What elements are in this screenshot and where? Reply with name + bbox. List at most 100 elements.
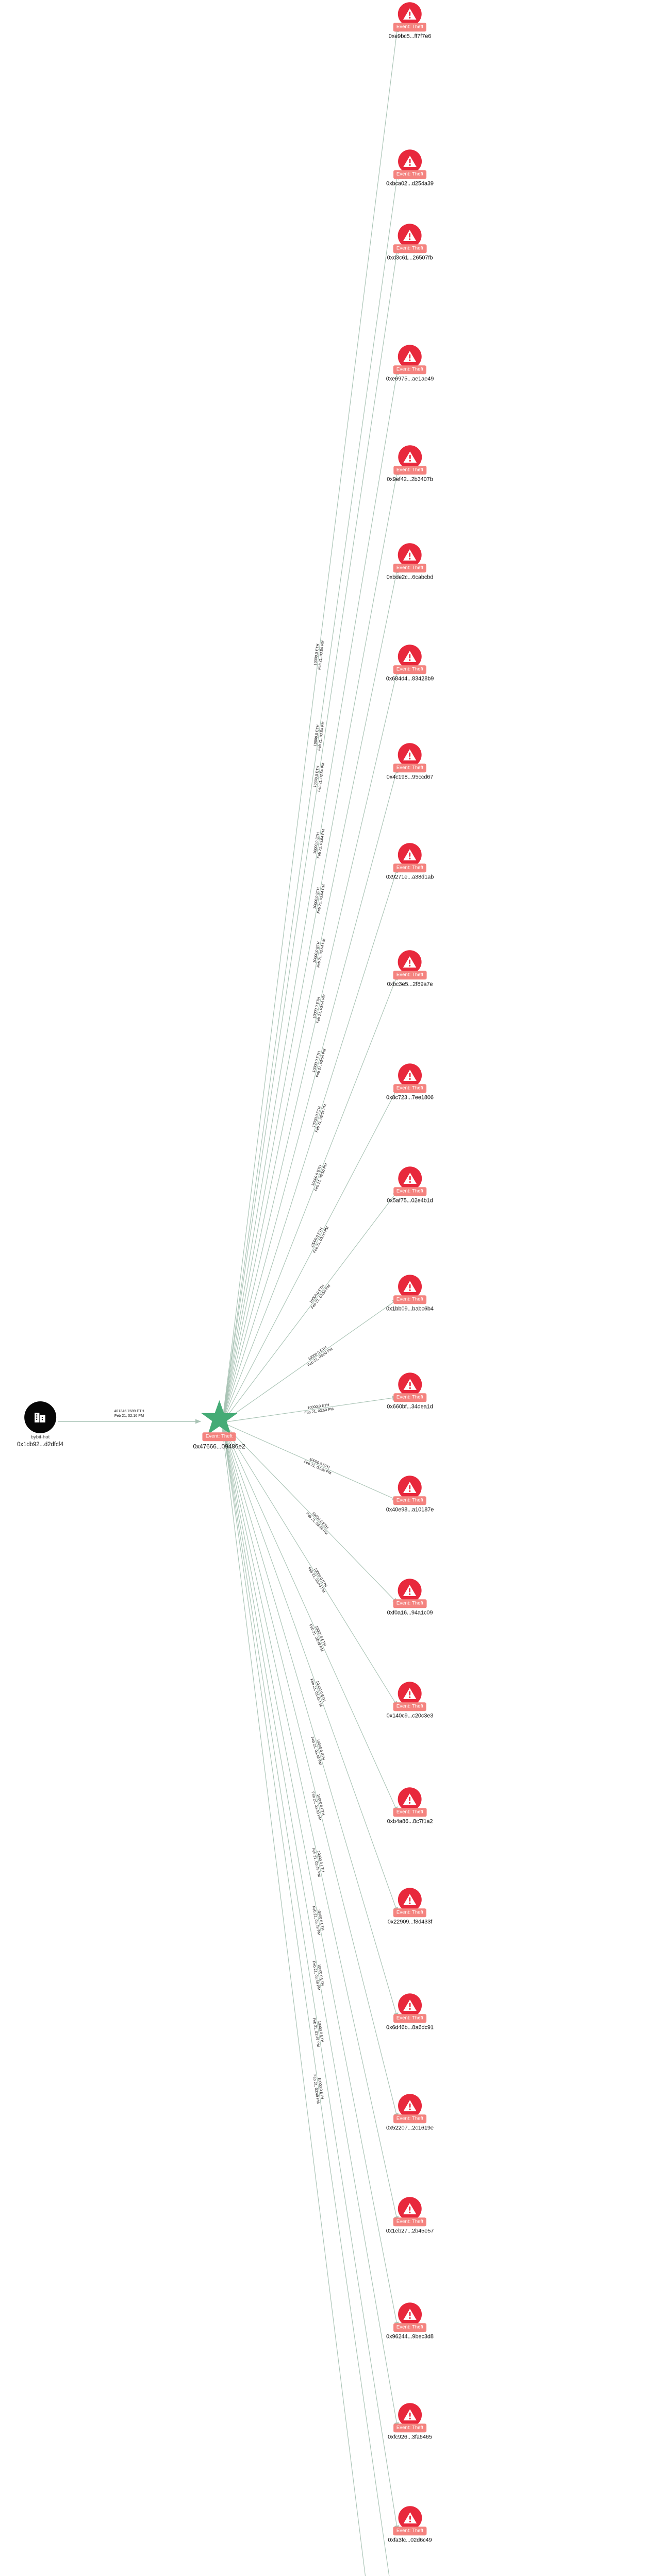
node-badge: Event: Theft: [393, 170, 427, 179]
building-icon: [34, 1413, 45, 1422]
edge: [222, 1428, 366, 2576]
destination-node-22[interactable]: Event: Theft 0x96244...9bec3d8: [386, 2302, 434, 2340]
edge-amount: 10000.0 ETH: [317, 1963, 325, 1986]
destination-node-8[interactable]: Event: Theft 0x9271e...a38d1ab: [386, 843, 434, 880]
destination-node-12[interactable]: Event: Theft 0x1bb09...babc6b4: [386, 1275, 434, 1312]
node-badge: Event: Theft: [393, 1808, 427, 1817]
destination-node-14[interactable]: Event: Theft 0x40e98...a10187e: [386, 1476, 434, 1513]
node-address: 0x4c198...95ccd67: [386, 773, 434, 780]
edge: [222, 867, 399, 1423]
edge-label: 10000.0 ETH Feb 21, 03:54 PM: [311, 883, 326, 914]
hub-node-badge: Event: Theft: [202, 1432, 236, 1441]
edge-amount: 10000.0 ETH: [316, 1793, 326, 1816]
edge-amount: 10000.0 ETH: [315, 1680, 327, 1702]
destination-node-0[interactable]: Event: Theft 0xe9bc5...ff7f7e6: [389, 2, 431, 39]
node-address: 0x660bf...34dea1d: [387, 1403, 433, 1410]
destination-node-19[interactable]: Event: Theft 0x6d46b...8a6dc91: [386, 1993, 434, 2030]
destination-node-24[interactable]: Event: Theft 0xfa3fc...02d6c49: [388, 2506, 432, 2543]
alert-circle: [398, 743, 422, 767]
edge-amount: 10000.0 ETH: [312, 832, 321, 854]
edge-label: 401346.7689 ETH Feb 21, 02:16 PM: [114, 1409, 144, 1418]
destination-node-21[interactable]: Event: Theft 0x1eb27...2b45e57: [386, 2197, 434, 2234]
edge: [222, 1422, 398, 1812]
source-node-bybit-hot[interactable]: bybit-hot 0x1db92...d2dfcf4: [17, 1401, 63, 1448]
edge: [222, 1422, 398, 1604]
node-address: 0xe6975...ae1ae49: [386, 375, 434, 382]
node-address: 0xfa3fc...02d6c49: [388, 2536, 432, 2543]
edge-timestamp: Feb 21, 03:50 PM: [311, 1225, 330, 1254]
alert-circle: [398, 2, 422, 26]
destination-node-3[interactable]: Event: Theft 0xe6975...ae1ae49: [386, 345, 434, 382]
destination-node-5[interactable]: Event: Theft 0xbde2c...6cabcbd: [387, 543, 433, 580]
edge-label: 10000.0 ETH Feb 21, 03:49 PM: [312, 2073, 325, 2104]
edge: [222, 369, 399, 1423]
warning-triangle-icon: [403, 2512, 417, 2523]
destination-node-20[interactable]: Event: Theft 0x52207...2c1619e: [386, 2094, 434, 2131]
edge-timestamp: Feb 21, 03:54 PM: [316, 828, 326, 859]
warning-triangle-icon: [403, 2203, 417, 2214]
exchange-circle: [24, 1401, 56, 1433]
edge-timestamp: Feb 21, 03:54 PM: [314, 1103, 328, 1133]
edge-timestamp: Feb 21, 03:54 PM: [316, 884, 326, 914]
warning-triangle-icon: [403, 351, 417, 362]
node-badge: Event: Theft: [393, 2114, 427, 2123]
destination-node-7[interactable]: Event: Theft 0x4c198...95ccd67: [386, 743, 434, 780]
edge-timestamp: Feb 21, 03:49 PM: [310, 1791, 322, 1821]
edge-label: 10000.0 ETH Feb 21, 03:54 PM: [310, 1047, 327, 1078]
destination-node-18[interactable]: Event: Theft 0x22909...f8d433f: [388, 1888, 432, 1925]
node-address: 0xb4a86...8c7f1a2: [387, 1818, 433, 1824]
alert-circle: [398, 645, 422, 669]
edge-timestamp: Feb 21, 03:50 PM: [303, 1459, 333, 1476]
edge-amount: 10000.0 ETH: [312, 643, 320, 666]
edge-amount: 10000.0 ETH: [311, 1511, 330, 1530]
warning-triangle-icon: [403, 156, 417, 167]
node-glyph: [398, 2403, 422, 2427]
warning-triangle-icon: [403, 956, 417, 968]
destination-node-23[interactable]: Event: Theft 0xfc926...3fa6465: [388, 2403, 432, 2440]
node-badge: Event: Theft: [393, 1187, 427, 1196]
node-glyph: [398, 445, 422, 469]
destination-node-15[interactable]: Event: Theft 0xf0a16...94a1c09: [387, 1579, 433, 1616]
edge-label: 10000.0 ETH Feb 21, 03:49 PM: [307, 1564, 330, 1594]
node-badge: Event: Theft: [393, 764, 427, 772]
edge: [222, 248, 399, 1423]
warning-triangle-icon: [403, 1173, 417, 1184]
edge-amount: 10000.0 ETH: [312, 1567, 328, 1588]
edge-amount: 10000.0 ETH: [308, 1283, 325, 1304]
edge-amount: 10000.0 ETH: [311, 940, 321, 963]
warning-triangle-icon: [403, 651, 417, 662]
alert-circle: [398, 1372, 422, 1397]
destination-node-10[interactable]: Event: Theft 0x8c723...7ee1806: [386, 1063, 434, 1100]
destination-node-13[interactable]: Event: Theft 0x660bf...34dea1d: [387, 1372, 433, 1410]
node-badge: Event: Theft: [393, 1599, 427, 1608]
destination-node-16[interactable]: Event: Theft 0x140c9...c20c3e3: [386, 1682, 434, 1719]
destination-node-9[interactable]: Event: Theft 0xbc3e5...2f89a7e: [387, 950, 433, 987]
destination-node-17[interactable]: Event: Theft 0xb4a86...8c7f1a2: [387, 1787, 433, 1824]
node-glyph: [398, 1063, 422, 1088]
edge-amount: 10000.0 ETH: [316, 1908, 325, 1931]
destination-node-6[interactable]: Event: Theft 0x684d4...83428b9: [386, 645, 434, 682]
node-badge: Event: Theft: [393, 466, 427, 474]
edge-amount: 10000.0 ETH: [312, 887, 321, 909]
edge-label: 10000.0 ETH Feb 21, 03:50 PM: [303, 1455, 334, 1476]
edge-label: 10000.0 ETH Feb 21, 03:49 PM: [311, 1846, 326, 1877]
edge-label: 10000.0 ETH Feb 21, 03:50 PM: [309, 1161, 328, 1191]
node-address: 0x40e98...a10187e: [386, 1506, 434, 1513]
edge-label: 10000.0 ETH Feb 21, 03:54 PM: [310, 1102, 328, 1133]
destination-node-1[interactable]: Event: Theft 0xbca02...d254a39: [386, 149, 434, 187]
alert-circle: [398, 2094, 422, 2118]
edge-timestamp: Feb 21, 03:54 PM: [316, 938, 326, 968]
node-badge: Event: Theft: [393, 1084, 427, 1093]
alert-circle: [398, 445, 422, 469]
edge-timestamp: Feb 21, 03:49 PM: [311, 1960, 321, 1991]
destination-node-2[interactable]: Event: Theft 0xd3c61...26507fb: [387, 224, 433, 261]
destination-node-4[interactable]: Event: Theft 0x9ef42...2b3407b: [387, 445, 433, 482]
node-glyph: [398, 1787, 422, 1811]
destination-node-11[interactable]: Event: Theft 0x5af75...02e4b1d: [387, 1166, 433, 1204]
hub-node-theft-origin[interactable]: Event: Theft 0x47666...09486e2: [193, 1399, 245, 1450]
node-address: 0x9271e...a38d1ab: [386, 873, 434, 880]
edge-label: 10000.0 ETH Feb 21, 03:49 PM: [310, 1790, 326, 1821]
node-address: 0x140c9...c20c3e3: [386, 1712, 434, 1719]
source-node-address: 0x1db92...d2dfcf4: [17, 1442, 63, 1448]
